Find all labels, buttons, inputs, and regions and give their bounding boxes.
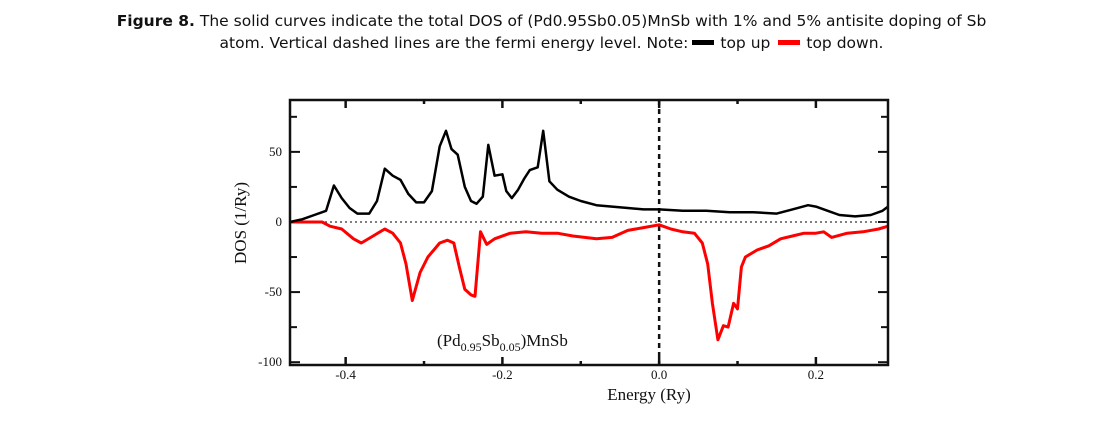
y-tick-labels: 50 0 -50 -100 <box>258 144 282 369</box>
figure-caption: Figure 8. The solid curves indicate the … <box>0 10 1103 54</box>
compound-annotation: (Pd0.95Sb0.05)MnSb <box>437 331 568 354</box>
y-tick-label: 0 <box>276 214 283 229</box>
annotation-tail: )MnSb <box>521 331 568 350</box>
legend-label-down: top down. <box>806 34 884 52</box>
y-tick-label: 50 <box>269 144 282 159</box>
caption-line-2: atom. Vertical dashed lines are the ferm… <box>0 32 1103 54</box>
annotation-mid: Sb <box>482 331 500 350</box>
y-tick-label: -50 <box>265 284 282 299</box>
x-tick-label: -0.2 <box>492 367 513 382</box>
y-tick-label: -100 <box>258 354 282 369</box>
legend-swatch-down-icon <box>778 40 801 45</box>
x-tick-label: 0.0 <box>651 367 667 382</box>
x-tick-label: -0.4 <box>335 367 356 382</box>
x-tick-labels: -0.4 -0.2 0.0 0.2 <box>335 367 824 382</box>
series-top-down-line <box>290 220 889 342</box>
legend-label-up: top up <box>720 34 771 52</box>
y-axis-title: DOS (1/Ry) <box>231 182 250 264</box>
caption-line-1: Figure 8. The solid curves indicate the … <box>0 10 1103 32</box>
annotation-sub1: 0.95 <box>461 340 482 354</box>
annotation-sub2: 0.05 <box>500 340 521 354</box>
plot-frame <box>288 98 890 367</box>
x-tick-label: 0.2 <box>808 367 824 382</box>
series-top-up-line <box>289 129 889 224</box>
annotation-base: (Pd <box>437 331 461 350</box>
caption-text-2: atom. Vertical dashed lines are the ferm… <box>219 34 689 52</box>
legend-swatch-up-icon <box>692 40 715 45</box>
figure-label: Figure 8. <box>116 12 195 30</box>
x-axis-title: Energy (Ry) <box>607 385 691 404</box>
caption-text-1: The solid curves indicate the total DOS … <box>194 12 987 30</box>
